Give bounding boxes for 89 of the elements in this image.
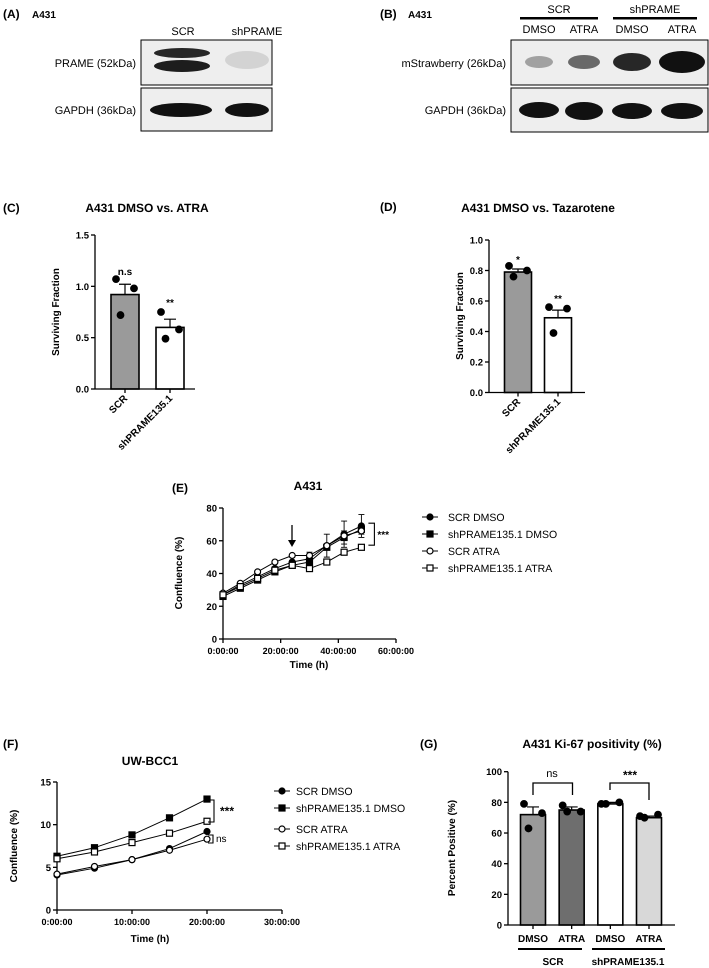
text: DMSO [616,24,649,36]
annotation: ** [554,294,562,305]
legend-label: shPRAME135.1 ATRA [296,841,400,853]
x-tick-label: ATRA [558,934,586,945]
annotation: *** [220,804,234,818]
y-tick-label: 0.0 [76,384,89,396]
annotation: *** [622,768,638,782]
annotation: *** [377,530,390,542]
y-tick-label: 40 [491,859,502,870]
x-tick-label: DMSO [518,934,548,945]
y-axis-title: Surviving Fraction [455,272,466,360]
text: ATRA [668,24,697,36]
legend-label: shPRAME135.1 DMSO [448,529,558,541]
text: ATRA [570,24,599,36]
x-axis-title: Time (h) [130,934,170,945]
x-tick-label: 20:00:00 [262,646,299,656]
chart-title: UW-BCC1 [122,754,179,768]
y-axis-title: Confluence (%) [174,536,185,610]
annotation: ns [216,834,227,845]
text: SCR [542,957,564,968]
text: A431 [408,10,432,21]
text: mStrawberry (26kDa) [401,58,506,70]
x-tick-label: 40:00:00 [320,646,356,656]
annotation: n.s [118,267,133,278]
x-tick-label: 10:00:00 [114,917,150,927]
chart-title: A431 DMSO vs. Tazarotene [461,201,616,215]
y-tick-label: 15 [40,778,52,788]
legend-label: SCR DMSO [448,512,505,524]
y-tick-label: 0.0 [470,388,483,399]
y-axis-title: Surviving Fraction [51,268,62,356]
y-axis-title: Percent Positive (%) [447,800,458,896]
y-tick-label: 20 [206,602,217,613]
text: SCR [547,4,571,16]
chart-title: A431 DMSO vs. ATRA [85,201,210,215]
y-tick-label: 20 [491,890,502,901]
text: GAPDH (36kDa) [424,105,506,117]
text: shPRAME [630,4,680,16]
annotation: ** [166,298,174,309]
legend-label: shPRAME135.1 ATRA [448,563,552,575]
y-tick-label: 60 [491,828,502,840]
text: (G) [420,737,438,751]
text: PRAME (52kDa) [54,58,136,70]
text: (C) [3,201,20,215]
legend-label: SCR ATRA [448,546,500,558]
text: A431 [32,10,56,21]
y-tick-label: 10 [40,820,51,832]
text: SCR [171,26,195,38]
y-tick-label: 0 [496,920,502,932]
x-tick-label: DMSO [595,934,626,945]
text: (B) [380,7,397,21]
text: shPRAME135.1 [592,957,665,968]
y-tick-label: 100 [486,767,502,778]
x-tick-label: 0:00:00 [41,917,73,927]
legend-label: SCR DMSO [296,786,353,798]
text: (F) [3,737,18,751]
x-tick-label: 30:00:00 [264,917,300,927]
y-tick-label: 0.8 [470,266,483,277]
x-tick-label: 60:00:00 [378,646,414,656]
y-tick-label: 1.0 [470,236,483,246]
text: GAPDH (36kDa) [54,105,136,117]
legend-label: SCR ATRA [296,824,348,836]
y-tick-label: 0.4 [470,327,484,338]
y-tick-label: 80 [491,798,502,809]
y-tick-label: 40 [206,569,217,580]
text: (E) [172,481,188,495]
legend-label: shPRAME135.1 DMSO [296,803,406,815]
text: (D) [380,200,397,214]
text: DMSO [522,24,556,36]
y-tick-label: 0.6 [470,296,483,308]
x-tick-label: 0:00:00 [207,646,239,656]
x-tick-label: ATRA [635,934,663,945]
chart-title: A431 Ki-67 positivity (%) [522,737,662,751]
y-tick-label: 1.0 [76,282,89,293]
y-tick-label: 0 [46,906,51,916]
x-tick-label: 20:00:00 [188,917,226,927]
x-axis-title: Time (h) [290,660,328,671]
annotation: ns [546,768,558,780]
chart-title: A431 [294,479,323,493]
y-tick-label: 0.5 [76,333,90,344]
y-tick-label: 1.5 [76,230,90,242]
y-tick-label: 60 [206,536,217,548]
annotation: * [516,255,520,266]
y-tick-label: 5 [46,862,52,874]
y-tick-label: 80 [206,504,217,514]
y-axis-title: Confluence (%) [9,810,20,882]
text: shPRAME [232,26,282,38]
y-tick-label: 0 [212,634,217,646]
y-tick-label: 0.2 [470,358,483,368]
text: (A) [3,7,20,21]
